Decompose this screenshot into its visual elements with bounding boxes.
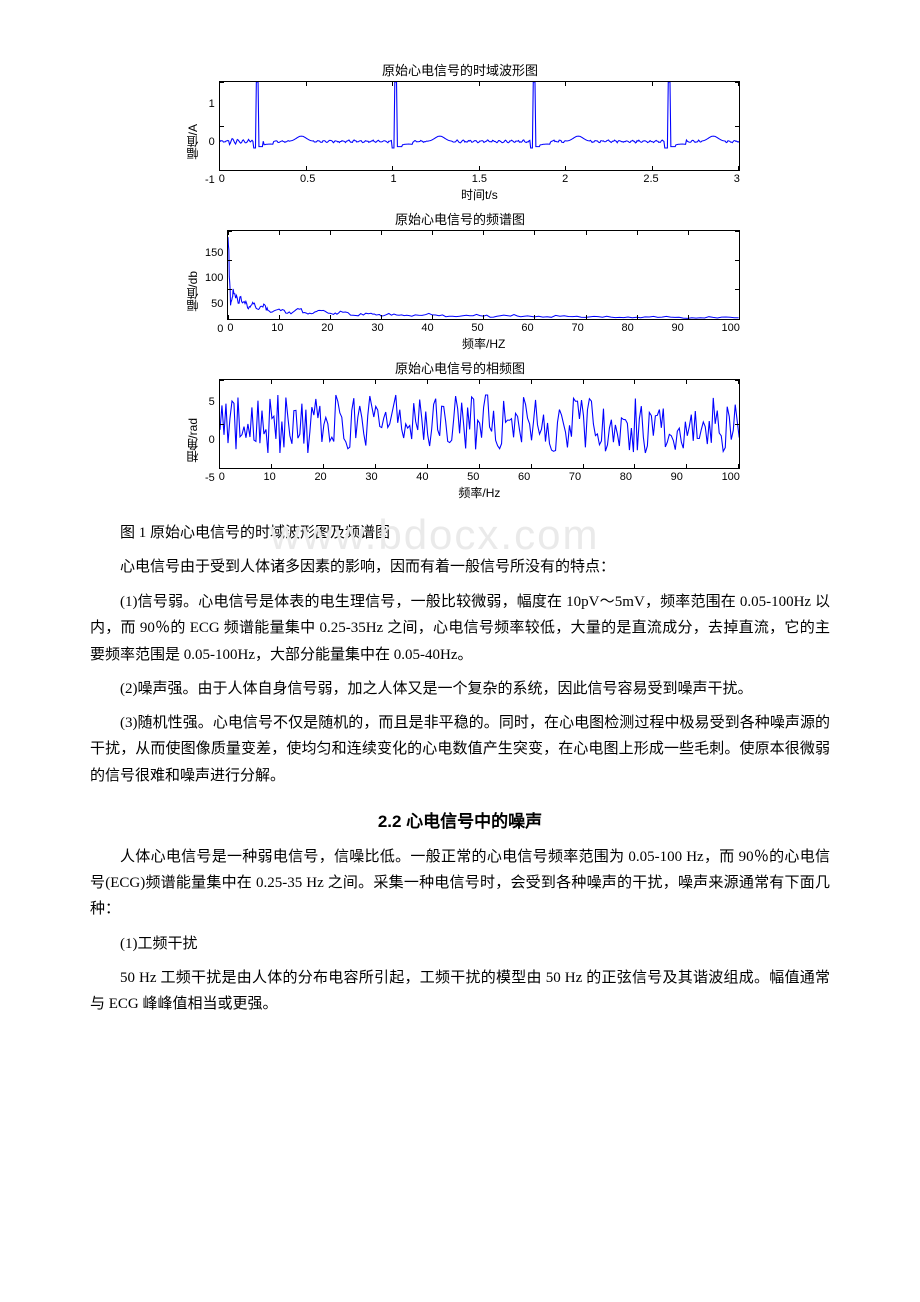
paragraph-4: 人体心电信号是一种弱电信号，信噪比低。一般正常的心电信号频率范围为 0.05-1… bbox=[90, 844, 830, 923]
subplot3-xlabel: 频率/Hz bbox=[219, 484, 740, 501]
subplot-time-domain: 原始心电信号的时域波形图 幅值/A 10-1 00.511.522.53 时间t… bbox=[180, 60, 740, 203]
subplot1-yticks: 10-1 bbox=[205, 98, 219, 186]
intro-paragraph: 心电信号由于受到人体诸多因素的影响，因而有着一般信号所没有的特点： bbox=[90, 555, 830, 579]
subplot2-xticks: 0102030405060708090100 bbox=[227, 320, 740, 334]
subplot2-yticks: 150100500 bbox=[205, 247, 227, 335]
subplot1-xlabel: 时间t/s bbox=[219, 186, 740, 203]
paragraph-1: (1)信号弱。心电信号是体表的电生理信号，一般比较微弱，幅度在 10pV～5mV… bbox=[90, 589, 830, 668]
subplot3-xticks: 0102030405060708090100 bbox=[219, 469, 740, 483]
subplot1-ylabel: 幅值/A bbox=[180, 124, 205, 159]
figure-caption: 图 1 原始心电信号的时域波形图及频谱图 bbox=[90, 521, 830, 545]
subplot-spectrum: 原始心电信号的频谱图 幅值/db 150100500 0102030405060… bbox=[180, 209, 740, 352]
figure-1: 原始心电信号的时域波形图 幅值/A 10-1 00.511.522.53 时间t… bbox=[180, 60, 740, 501]
subplot1-plot bbox=[219, 81, 740, 171]
document-page: 原始心电信号的时域波形图 幅值/A 10-1 00.511.522.53 时间t… bbox=[0, 0, 920, 1085]
subplot2-xlabel: 频率/HZ bbox=[227, 335, 740, 352]
subplot3-title: 原始心电信号的相频图 bbox=[180, 358, 740, 377]
subplot2-plot bbox=[227, 230, 740, 320]
subplot1-xticks: 00.511.522.53 bbox=[219, 171, 740, 185]
subplot2-ylabel: 幅值/db bbox=[180, 271, 205, 312]
paragraph-2: (2)噪声强。由于人体自身信号弱，加之人体又是一个复杂的系统，因此信号容易受到噪… bbox=[90, 676, 830, 702]
paragraph-3: (3)随机性强。心电信号不仅是随机的，而且是非平稳的。同时，在心电图检测过程中极… bbox=[90, 710, 830, 789]
subplot2-title: 原始心电信号的频谱图 bbox=[180, 209, 740, 228]
subplot3-yticks: 50-5 bbox=[205, 396, 219, 484]
subplot3-plot bbox=[219, 379, 740, 469]
section-heading-2-2: 2.2 心电信号中的噪声 bbox=[90, 807, 830, 832]
paragraph-5: (1)工频干扰 bbox=[90, 931, 830, 957]
subplot-phase: 原始心电信号的相频图 相角/rad 50-5 01020304050607080… bbox=[180, 358, 740, 501]
subplot3-ylabel: 相角/rad bbox=[180, 418, 205, 463]
subplot1-title: 原始心电信号的时域波形图 bbox=[180, 60, 740, 79]
paragraph-6: 50 Hz 工频干扰是由人体的分布电容所引起，工频干扰的模型由 50 Hz 的正… bbox=[90, 965, 830, 1018]
